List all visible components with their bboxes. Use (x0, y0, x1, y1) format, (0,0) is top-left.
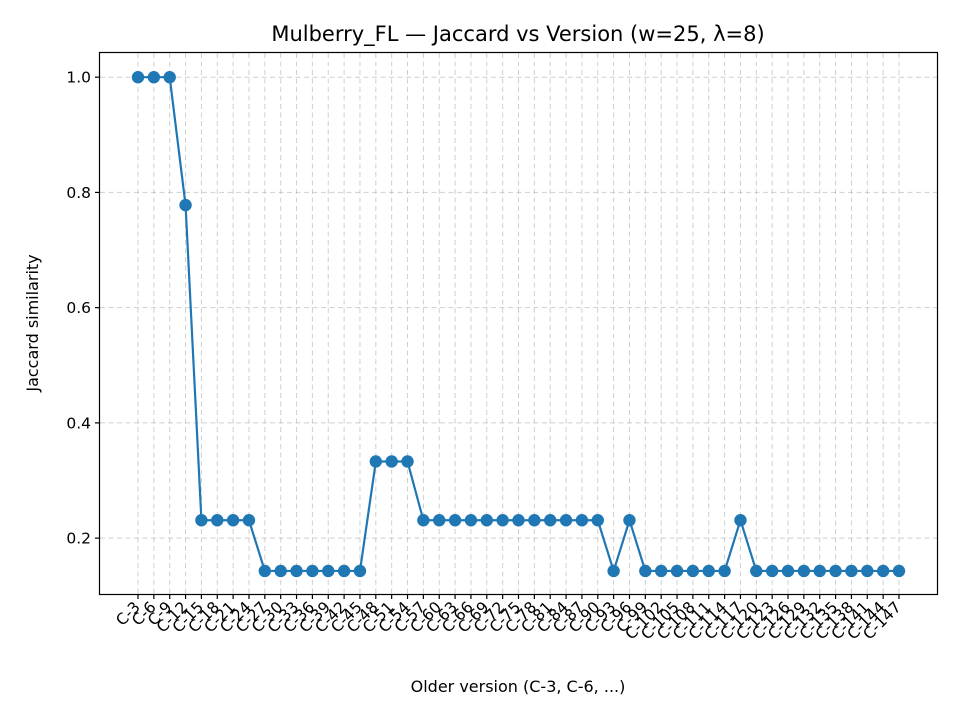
data-point (781, 564, 795, 578)
data-point (797, 564, 811, 578)
y-tick-label: 0.6 (66, 299, 91, 317)
data-point (686, 564, 700, 578)
data-point (845, 564, 858, 578)
data-point (496, 514, 509, 527)
grid-lines (100, 53, 937, 594)
chart-title: Mulberry_FL — Jaccard vs Version (w=25, … (271, 22, 764, 47)
data-point (861, 564, 874, 578)
data-point (401, 455, 414, 468)
data-point (433, 514, 446, 527)
x-axis-label: Older version (C-3, C-6, ...) (411, 677, 626, 696)
y-tick-label: 1.0 (66, 69, 91, 87)
data-point (290, 564, 303, 578)
data-point (813, 564, 826, 578)
data-point (876, 564, 890, 578)
data-point (670, 564, 684, 578)
data-point (607, 564, 620, 578)
data-point (274, 564, 287, 578)
data-point (306, 564, 319, 578)
data-point (829, 564, 842, 578)
data-point (702, 564, 715, 578)
data-point (464, 514, 478, 527)
data-point (369, 455, 383, 468)
data-point (623, 514, 636, 527)
x-axis: C-3C-6C-9C-12C-15C-18C-21C-24C-27C-30C-3… (113, 594, 905, 643)
data-point (353, 564, 367, 578)
data-point (385, 455, 398, 468)
y-tick-label: 0.2 (66, 530, 91, 548)
data-point (591, 514, 604, 527)
data-point (512, 514, 525, 527)
data-point (258, 564, 272, 578)
data-point (131, 70, 145, 84)
data-point (147, 70, 161, 84)
data-point (544, 514, 557, 527)
data-point (654, 564, 668, 578)
y-axis: 0.2 0.4 0.6 0.8 1.0 (66, 69, 100, 548)
data-point (195, 514, 208, 527)
data-point (322, 564, 335, 578)
data-point (750, 564, 763, 578)
data-point (575, 514, 589, 527)
y-axis-label: Jaccard similarity (23, 254, 42, 392)
y-tick-label: 0.8 (66, 184, 91, 202)
data-point (448, 514, 462, 527)
data-point (179, 198, 192, 212)
data-point (559, 514, 573, 527)
data-point (226, 514, 240, 527)
data-point (163, 70, 176, 84)
series-layer (131, 70, 906, 578)
y-tick-label: 0.4 (66, 414, 91, 432)
data-point (337, 564, 351, 578)
data-point (639, 564, 652, 578)
data-point (718, 564, 731, 578)
data-point (242, 514, 256, 527)
data-point (417, 514, 430, 527)
data-point (892, 564, 906, 578)
data-point (734, 514, 747, 527)
data-point (480, 514, 493, 527)
data-point (528, 514, 541, 527)
data-point (211, 514, 224, 527)
data-point (765, 564, 779, 578)
